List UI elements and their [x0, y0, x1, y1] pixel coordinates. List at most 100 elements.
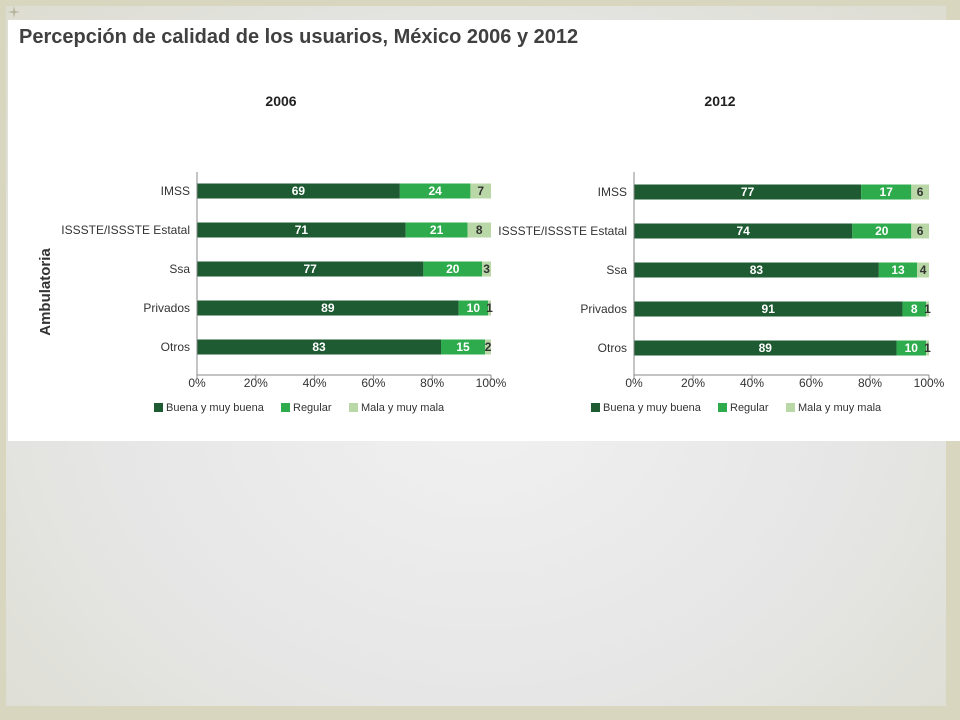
bar-segment	[911, 184, 929, 200]
x-tick-label: 20%	[244, 376, 268, 390]
bar-segment	[399, 183, 471, 199]
bar-segment	[926, 340, 929, 356]
x-tick-label: 60%	[799, 376, 823, 390]
corner-star-icon	[8, 6, 20, 18]
category-label: ISSSTE/ISSSTE Estatal	[498, 224, 627, 238]
category-label: IMSS	[161, 184, 190, 198]
x-tick-label: 100%	[914, 376, 945, 390]
data-label: 1	[924, 341, 931, 355]
data-label: 91	[762, 302, 776, 316]
figure-panel: Percepción de calidad de los usuarios, M…	[8, 20, 960, 441]
category-label: Ssa	[606, 263, 627, 277]
bar-segment	[467, 222, 491, 238]
bar-segment	[634, 262, 879, 278]
data-label: 6	[917, 224, 924, 238]
slide-left-border	[0, 0, 6, 720]
data-label: 24	[428, 184, 442, 198]
x-tick-label: 20%	[681, 376, 705, 390]
category-label: ISSSTE/ISSSTE Estatal	[61, 223, 190, 237]
data-label: 1	[924, 302, 931, 316]
data-label: 89	[321, 301, 335, 315]
bar-segment	[405, 222, 468, 238]
bar-segment	[197, 261, 424, 277]
x-tick-label: 80%	[420, 376, 444, 390]
bar-segment	[470, 183, 491, 199]
category-label: Privados	[580, 302, 627, 316]
y-axis-title: Ambulatoria	[37, 248, 54, 336]
chart-title: 2006	[265, 93, 296, 109]
x-tick-label: 0%	[625, 376, 643, 390]
data-label: 89	[759, 341, 773, 355]
bar-segment	[917, 262, 929, 278]
legend-swatch	[154, 403, 163, 412]
legend-swatch	[591, 403, 600, 412]
data-label: 10	[467, 301, 481, 315]
bar-segment	[896, 340, 927, 356]
data-label: 15	[456, 340, 470, 354]
category-label: Privados	[143, 301, 190, 315]
legend-label: Regular	[730, 402, 769, 414]
legend-swatch	[349, 403, 358, 412]
data-label: 21	[430, 223, 444, 237]
category-label: Otros	[598, 341, 627, 355]
data-label: 3	[483, 262, 490, 276]
legend-swatch	[786, 403, 795, 412]
bar-segment	[197, 300, 459, 316]
category-label: Otros	[161, 340, 190, 354]
data-label: 83	[750, 263, 764, 277]
x-tick-label: 80%	[858, 376, 882, 390]
data-label: 4	[920, 263, 927, 277]
x-tick-label: 40%	[740, 376, 764, 390]
legend-label: Mala y muy mala	[798, 402, 882, 414]
category-label: IMSS	[598, 185, 627, 199]
bar-segment	[926, 301, 929, 317]
legend-label: Mala y muy mala	[361, 402, 445, 414]
data-label: 1	[486, 301, 493, 315]
data-label: 8	[476, 223, 483, 237]
chart-title: 2012	[704, 93, 735, 109]
data-label: 77	[741, 185, 755, 199]
bar-segment	[197, 183, 400, 199]
data-label: 77	[304, 262, 318, 276]
bar-segment	[197, 339, 442, 355]
bar-segment	[458, 300, 489, 316]
bar-segment	[482, 261, 491, 277]
bar-segment	[634, 223, 853, 239]
data-label: 2	[485, 340, 492, 354]
bar-segment	[911, 223, 929, 239]
category-label: Ssa	[169, 262, 190, 276]
bar-segment	[902, 301, 927, 317]
bar-segment	[488, 300, 491, 316]
x-tick-label: 60%	[361, 376, 385, 390]
data-label: 83	[312, 340, 326, 354]
slide-bottom-border	[0, 706, 960, 720]
data-label: 10	[905, 341, 919, 355]
bar-segment	[423, 261, 483, 277]
data-label: 13	[891, 263, 905, 277]
slide-top-border	[0, 0, 960, 6]
legend-label: Buena y muy buena	[603, 402, 702, 414]
legend-swatch	[281, 403, 290, 412]
data-label: 20	[446, 262, 460, 276]
x-tick-label: 0%	[188, 376, 206, 390]
bar-segment	[861, 184, 912, 200]
legend-label: Regular	[293, 402, 332, 414]
bar-segment	[197, 222, 406, 238]
legend-swatch	[718, 403, 727, 412]
legend-label: Buena y muy buena	[166, 402, 265, 414]
bar-segment	[485, 339, 491, 355]
x-tick-label: 40%	[303, 376, 327, 390]
bar-segment	[852, 223, 912, 239]
figure-title: Percepción de calidad de los usuarios, M…	[19, 26, 579, 48]
data-label: 8	[911, 302, 918, 316]
bar-segment	[441, 339, 486, 355]
bar-segment	[634, 340, 897, 356]
bar-segment	[634, 301, 903, 317]
data-label: 74	[736, 224, 750, 238]
data-label: 7	[477, 184, 484, 198]
bar-segment	[634, 184, 862, 200]
bar-segment	[878, 262, 918, 278]
data-label: 17	[880, 185, 894, 199]
x-tick-label: 100%	[476, 376, 507, 390]
